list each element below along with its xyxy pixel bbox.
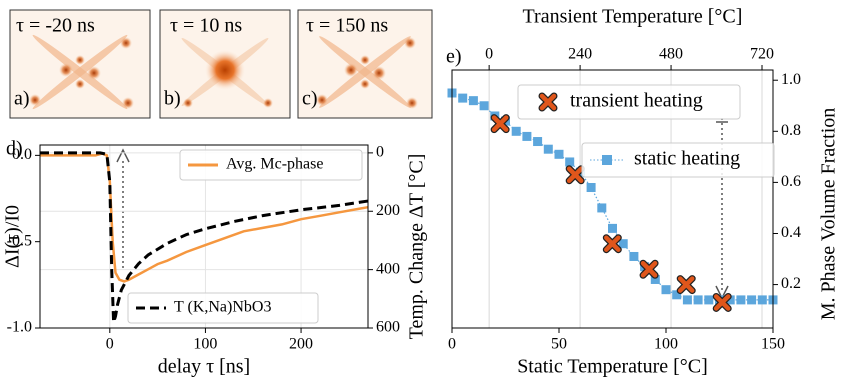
y-tick-label: 0.6	[781, 173, 801, 190]
data-point	[662, 285, 671, 294]
x-tick-label: 100	[654, 336, 678, 353]
legend-swatch	[602, 155, 612, 165]
y-tick-label: -1.0	[7, 319, 32, 336]
legend-label: static heating	[634, 148, 740, 170]
image-caption: τ = 150 ns	[306, 15, 388, 37]
x-axis-label: Static Temperature [°C]	[517, 356, 708, 378]
y-tick-label: 0.2	[781, 275, 801, 292]
image-caption: τ = 10 ns	[170, 15, 242, 37]
y-tick-label: 0.8	[781, 122, 801, 139]
x2-tick-label: 240	[568, 46, 592, 63]
data-point	[608, 224, 617, 233]
data-point	[758, 295, 767, 304]
legend-label: transient heating	[570, 90, 703, 112]
data-point	[522, 132, 531, 141]
y-tick-label: 1.0	[781, 71, 801, 88]
x-axis-label: delay τ [ns]	[158, 356, 250, 378]
x-tick-label: 0	[448, 336, 456, 353]
image-label: a)	[14, 88, 30, 110]
y-axis-label: M. Phase Volume Fraction	[818, 108, 840, 321]
data-point	[533, 137, 542, 146]
data-point	[683, 295, 692, 304]
data-point	[704, 295, 713, 304]
data-point	[597, 203, 606, 212]
legend-label: Avg. Mc-phase	[226, 156, 323, 173]
figure: τ = -20 ns a) τ = 10 ns b) τ = 150 ns c)…	[0, 0, 841, 378]
y2-tick-label: 400	[376, 260, 400, 277]
data-point	[747, 295, 756, 304]
x2-tick-label: 720	[750, 46, 774, 63]
legend-label: T (K,Na)NbO3	[174, 299, 271, 316]
data-point	[694, 295, 703, 304]
y2-tick-label: 600	[376, 319, 400, 336]
image-label: b)	[164, 88, 181, 110]
panel-label: e)	[446, 46, 462, 68]
y2-tick-label: 200	[376, 202, 400, 219]
data-point	[736, 295, 745, 304]
data-point	[587, 183, 596, 192]
data-point	[480, 101, 489, 110]
diffraction-images: τ = -20 ns a) τ = 10 ns b) τ = 150 ns c)	[10, 10, 432, 118]
data-point	[469, 96, 478, 105]
x-tick-label: 200	[289, 336, 313, 353]
x-tick-label: 150	[761, 336, 785, 353]
y-axis-label: ΔI(τ)/I0	[2, 205, 24, 268]
x-tick-label: 100	[193, 336, 217, 353]
panel-label: d)	[6, 138, 23, 160]
x2-tick-label: 480	[659, 46, 683, 63]
data-point	[544, 145, 553, 154]
y2-tick-label: 0	[376, 144, 384, 161]
data-point	[458, 94, 467, 103]
y-tick-label: 0.4	[781, 224, 801, 241]
image-label: c)	[302, 88, 318, 110]
x2-tick-label: 0	[485, 46, 493, 63]
x-tick-label: 0	[106, 336, 114, 353]
y2-axis-label: Temp. Change ΔT [°C]	[406, 154, 428, 340]
data-point	[512, 127, 521, 136]
data-point	[565, 157, 574, 166]
x-tick-label: 50	[551, 336, 567, 353]
image-caption: τ = -20 ns	[16, 15, 95, 37]
x2-axis-label: Transient Temperature [°C]	[523, 6, 743, 28]
data-point	[555, 150, 564, 159]
data-point	[629, 252, 638, 261]
